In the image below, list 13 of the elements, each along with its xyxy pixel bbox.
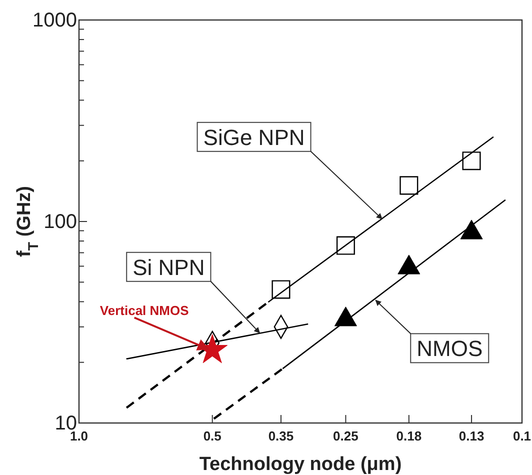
x-axis-title: Technology node (μm) [199,454,402,475]
x-tick-label: 0.18 [396,428,422,444]
annotation: Si NPN [132,254,205,280]
x-tick-label: 0.25 [333,428,358,444]
annotation: NMOS [416,336,483,361]
y-tick-label: 1000 [32,9,77,32]
annotation: SiGe NPN [203,124,305,150]
x-tick-label: 0.1 [512,428,532,444]
x-tick-label: 0.5 [203,428,222,444]
annotation: Vertical NMOS [100,302,190,318]
x-tick-label: 0.35 [268,428,294,444]
y-tick-label: 100 [44,210,77,233]
x-tick-label: 0.13 [458,428,484,444]
